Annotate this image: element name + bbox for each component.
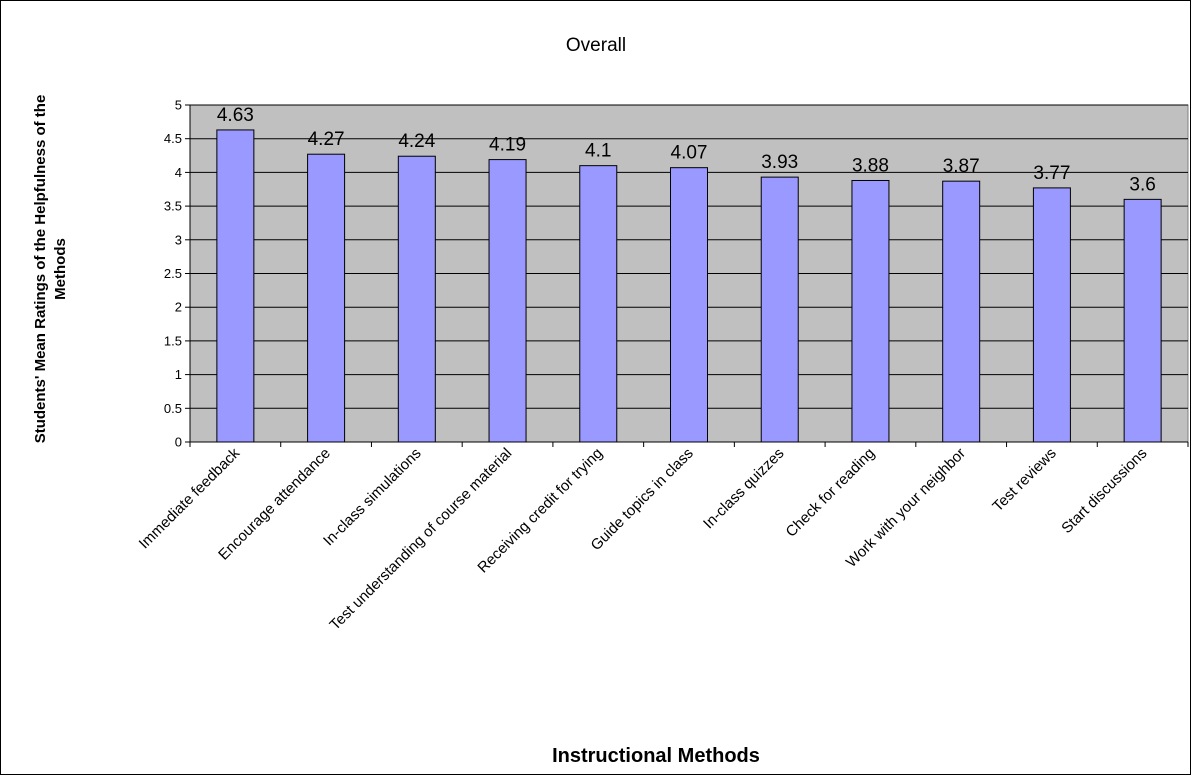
data-label: 3.93 [761, 152, 798, 173]
y-tick-label: 1 [175, 367, 182, 382]
x-axis-title: Instructional Methods [552, 745, 760, 767]
y-axis-ticks: 0 0.5 1 1.5 2 2.5 3 3.5 4 4.5 5 [164, 98, 190, 450]
bar [397, 155, 436, 443]
bar [579, 165, 618, 443]
y-tick-label: 2 [175, 300, 182, 315]
x-category-label: Guide topics in class [588, 445, 697, 554]
y-axis-title-line-2: Methods [52, 238, 69, 300]
bar [942, 180, 981, 443]
data-labels: 4.63 4.27 4.24 4.19 4.1 4.07 3.93 3.88 3.87 3.77 3… [217, 105, 1156, 195]
y-axis-title-line-1: Students' Mean Ratings of the Helpfulnes… [32, 95, 49, 444]
x-category-label: Start discussions [1058, 445, 1150, 537]
y-tick-label: 0.5 [164, 401, 182, 416]
data-label: 3.6 [1129, 174, 1155, 195]
y-tick-label: 0 [175, 435, 182, 450]
bar [488, 159, 527, 443]
y-tick-label: 1.5 [164, 333, 182, 348]
gridlines [190, 104, 1188, 409]
data-label: 3.77 [1033, 163, 1070, 184]
bar [760, 176, 799, 443]
bar [851, 179, 890, 443]
y-tick-label: 4 [175, 165, 182, 180]
data-label: 4.19 [489, 135, 526, 156]
chart-title: Overall [566, 35, 626, 56]
data-label: 4.27 [308, 129, 345, 150]
y-axis-title: Students' Mean Ratings of the Helpfulnes… [32, 95, 69, 444]
data-label: 3.88 [852, 155, 889, 176]
data-label: 4.07 [671, 143, 708, 164]
bar [307, 153, 346, 443]
x-category-label: Test reviews [989, 445, 1059, 515]
y-tick-label: 3 [175, 232, 182, 247]
y-tick-label: 3.5 [164, 199, 182, 214]
data-label: 4.24 [398, 131, 435, 152]
bar [1032, 187, 1071, 443]
bar [216, 129, 255, 443]
y-tick-label: 4.5 [164, 131, 182, 146]
data-label: 4.63 [217, 105, 254, 126]
bar [670, 167, 708, 443]
y-tick-label: 5 [175, 98, 182, 113]
data-label: 3.87 [943, 156, 980, 177]
data-label: 4.1 [585, 141, 611, 162]
x-category-label: In-class quizzes [700, 445, 787, 532]
x-category-label: Test understanding of course material [326, 445, 515, 634]
bar [1123, 198, 1162, 443]
y-tick-label: 2.5 [164, 266, 182, 281]
x-category-label: Immediate feedback [136, 444, 244, 552]
x-category-label: In-class simulations [320, 445, 425, 550]
x-category-label: Check for reading [783, 445, 879, 541]
